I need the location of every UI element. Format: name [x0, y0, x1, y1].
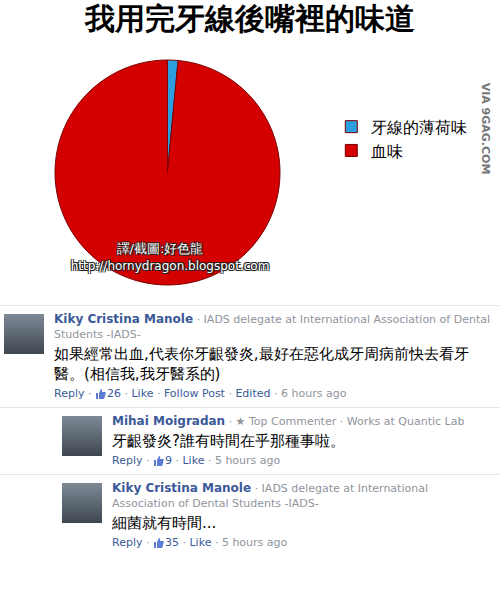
- html-text:如果經常出血,代表你牙齦發炎,最好在惡化成牙周病前快去看牙醫: 如果經常出血,代表你牙齦發炎,最好在惡化成牙周病前快去看牙醫。(相信我,我牙醫系…: [54, 345, 469, 383]
- svg-text:血味: 血味: [371, 142, 403, 161]
- html-text:Reply ·: Reply ·: [112, 536, 153, 549]
- html-text:Reply ·: Reply ·: [112, 454, 153, 467]
- html-text:VIA 9GAG.COM: VIA 9GAG.COM: [478, 82, 492, 175]
- html-text:35 · Like · 5 hours ago: 35 · Like · 5 hours ago: [165, 536, 288, 549]
- html-text:26 · Like · Follow Post · Edit: 26 · Like · Follow Post · Edited · 6 hou…: [107, 387, 347, 400]
- html-text:9 · Like · 5 hours ago: 9 · Like · 5 hours ago: [165, 454, 281, 467]
- html-text:Reply ·: Reply ·: [54, 387, 95, 400]
- html-text:Kiky Cristina Manole · IADS de: Kiky Cristina Manole · IADS delegate at …: [54, 312, 490, 341]
- html-text:Mihai Moigradan · ★ Top Commen: Mihai Moigradan · ★ Top Commenter · Work…: [112, 414, 465, 428]
- html-text:譯/截圖:好色龍: 譯/截圖:好色龍: [116, 241, 204, 256]
- html-text:細菌就有時間...: 細菌就有時間...: [112, 514, 217, 532]
- svg-text:我用完牙線後嘴裡的味道: 我用完牙線後嘴裡的味道: [84, 1, 415, 36]
- svg-text:牙線的薄荷味: 牙線的薄荷味: [371, 118, 467, 137]
- html-text:Kiky Cristina Manole · IADS de: Kiky Cristina Manole · IADS delegate at …: [112, 481, 428, 510]
- html-text:牙齦發炎?誰有時間在乎那種事啦。: 牙齦發炎?誰有時間在乎那種事啦。: [112, 432, 345, 450]
- html-text:http://hornydragon.blogspot.co: http://hornydragon.blogspot.com: [70, 259, 270, 273]
